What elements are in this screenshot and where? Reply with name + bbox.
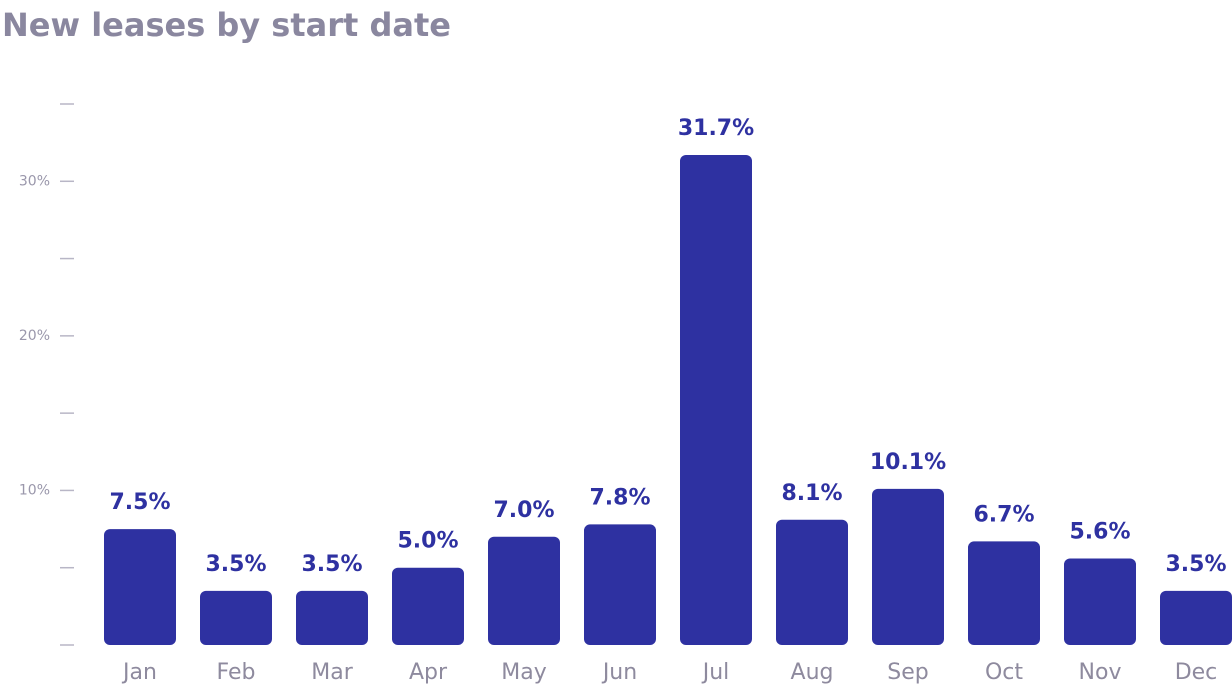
- x-tick-label: Sep: [887, 660, 928, 685]
- bar: [200, 590, 272, 645]
- bar: [488, 536, 560, 645]
- value-label: 5.0%: [397, 529, 458, 554]
- value-label: 7.8%: [589, 485, 650, 510]
- bar: [1160, 590, 1232, 645]
- x-tick-label: Feb: [217, 660, 256, 685]
- x-tick-label: May: [501, 660, 546, 685]
- y-tick-label: 20%: [19, 328, 50, 344]
- x-tick-label: Mar: [311, 660, 353, 685]
- bar: [968, 541, 1040, 645]
- bar: [584, 524, 656, 645]
- value-label: 10.1%: [870, 450, 946, 475]
- y-tick-label: 30%: [19, 173, 50, 189]
- value-label: 8.1%: [781, 481, 842, 506]
- x-tick-label: Nov: [1079, 660, 1122, 685]
- value-label: 31.7%: [678, 116, 754, 141]
- value-label: 3.5%: [205, 552, 266, 577]
- x-tick-label: Aug: [791, 660, 834, 685]
- bar: [1064, 558, 1136, 645]
- x-tick-label: Jul: [701, 660, 730, 685]
- value-label: 3.5%: [301, 552, 362, 577]
- value-label: 7.5%: [109, 490, 170, 515]
- value-label: 5.6%: [1069, 519, 1130, 544]
- x-tick-label: Oct: [985, 660, 1023, 685]
- bar: [296, 590, 368, 645]
- chart-title: New leases by start date: [2, 6, 451, 44]
- value-label: 7.0%: [493, 498, 554, 523]
- value-label: 6.7%: [973, 502, 1034, 527]
- x-tick-label: Jun: [601, 660, 637, 685]
- x-tick-label: Apr: [409, 660, 448, 685]
- x-tick-label: Jan: [121, 660, 157, 685]
- bar: [776, 519, 848, 645]
- bar: [872, 488, 944, 645]
- y-tick-label: 10%: [19, 482, 50, 498]
- value-label: 3.5%: [1165, 552, 1226, 577]
- bar: [104, 529, 176, 645]
- x-tick-label: Dec: [1175, 660, 1218, 685]
- bar: [680, 155, 752, 645]
- bar: [392, 567, 464, 645]
